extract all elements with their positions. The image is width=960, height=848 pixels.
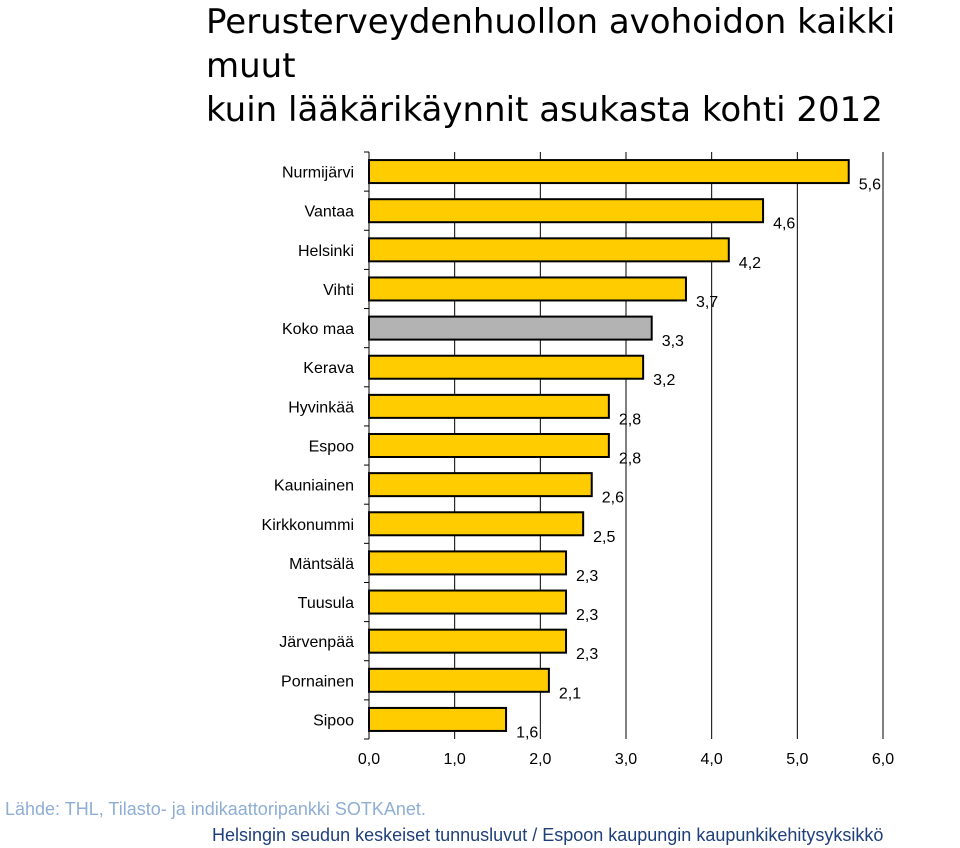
bar — [368, 198, 765, 224]
bar — [368, 511, 585, 537]
bar — [368, 550, 568, 576]
x-tick-label: 4,0 — [701, 751, 723, 768]
x-tick-label: 1,0 — [444, 751, 466, 768]
chart-title-line-2: kuin lääkärikäynnit asukasta kohti 2012 — [206, 90, 883, 130]
bar — [368, 706, 508, 732]
category-label: Hyvinkää — [288, 399, 354, 416]
bar — [368, 315, 653, 341]
x-tick-label: 2,0 — [529, 751, 551, 768]
x-tick-label: 5,0 — [786, 751, 808, 768]
bar — [368, 276, 687, 302]
x-tick-label: 3,0 — [615, 751, 637, 768]
bar — [368, 159, 850, 185]
value-label: 5,6 — [859, 177, 881, 194]
bar — [368, 393, 610, 419]
bar — [368, 237, 730, 263]
chart-title-line-1: Perusterveydenhuollon avohoidon kaikki m… — [206, 2, 896, 86]
category-label: Kirkkonummi — [262, 517, 354, 534]
category-label: Vihti — [323, 282, 354, 299]
category-label: Helsinki — [298, 243, 354, 260]
category-label: Tuusula — [298, 595, 354, 612]
category-label: Vantaa — [304, 204, 354, 221]
value-label: 3,2 — [653, 372, 675, 389]
category-label: Pornainen — [281, 673, 354, 690]
category-label: Espoo — [309, 439, 354, 456]
value-label: 4,6 — [773, 216, 795, 233]
category-label: Kauniainen — [274, 478, 354, 495]
bar — [368, 667, 550, 693]
category-label: Järvenpää — [279, 634, 354, 651]
value-label: 4,2 — [739, 255, 761, 272]
bar — [368, 354, 645, 380]
value-label: 2,3 — [576, 646, 598, 663]
bar — [368, 433, 610, 458]
source-note: Lähde: THL, Tilasto- ja indikaattoripank… — [5, 799, 426, 819]
bar — [368, 472, 593, 498]
category-label: Sipoo — [313, 712, 354, 729]
value-label: 2,8 — [619, 411, 641, 428]
x-tick-label: 0,0 — [358, 751, 380, 768]
value-label: 3,7 — [696, 294, 718, 311]
credit-note: Helsingin seudun keskeiset tunnusluvut /… — [212, 825, 884, 845]
category-label: Nurmijärvi — [282, 165, 354, 182]
bar — [368, 628, 568, 654]
category-label: Koko maa — [282, 321, 354, 338]
value-label: 2,8 — [619, 451, 641, 468]
value-label: 3,3 — [662, 333, 684, 350]
value-label: 2,1 — [559, 685, 581, 702]
chart-title: Perusterveydenhuollon avohoidon kaikki m… — [206, 0, 956, 132]
value-label: 2,6 — [602, 490, 624, 507]
value-label: 2,3 — [576, 568, 598, 585]
category-label: Kerava — [303, 360, 354, 377]
value-label: 2,5 — [593, 529, 615, 546]
value-label: 2,3 — [576, 607, 598, 624]
category-label: Mäntsälä — [289, 556, 354, 573]
value-label: 1,6 — [516, 724, 538, 741]
bar — [368, 589, 568, 615]
x-tick-label: 6,0 — [872, 751, 894, 768]
